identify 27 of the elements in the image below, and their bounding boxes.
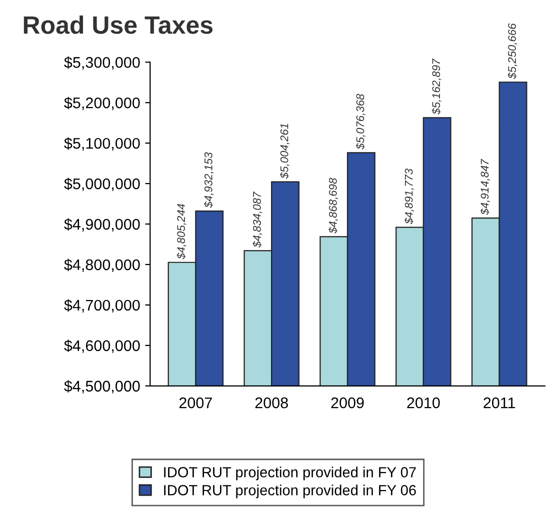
data-label: $4,805,244 [176, 204, 186, 260]
x-tick-label: 2007 [179, 397, 212, 408]
y-tick-label: $5,300,000 [64, 56, 140, 70]
x-tick-label: 2009 [331, 397, 364, 408]
y-tick-label: $4,800,000 [64, 258, 140, 272]
data-label: $5,076,368 [356, 94, 366, 150]
x-tick-label: 2010 [407, 397, 440, 408]
data-label: $4,868,698 [328, 178, 338, 234]
data-label: $4,914,847 [480, 158, 490, 215]
y-tick-label: $5,200,000 [64, 96, 140, 110]
y-tick-label: $5,000,000 [64, 178, 140, 192]
y-tick-label: $4,500,000 [64, 380, 140, 394]
data-label: $5,250,666 [508, 23, 518, 79]
x-tick-label: 2008 [255, 397, 288, 408]
data-label: $4,891,773 [404, 168, 414, 224]
x-tick-label: 2011 [484, 397, 516, 408]
legend-label: IDOT RUT projection provided in FY 06 [164, 484, 416, 498]
data-label: $4,932,153 [204, 152, 214, 208]
data-label: $5,162,897 [432, 58, 442, 114]
y-tick-label: $4,900,000 [64, 218, 140, 232]
legend-label: IDOT RUT projection provided in FY 07 [164, 466, 416, 480]
data-label: $4,834,087 [252, 192, 262, 248]
y-tick-label: $5,100,000 [64, 137, 140, 151]
y-tick-label: $4,600,000 [64, 340, 140, 353]
chart-title: Road Use Taxes [24, 16, 213, 34]
data-label: $5,004,261 [280, 124, 290, 179]
y-tick-label: $4,700,000 [64, 299, 140, 312]
